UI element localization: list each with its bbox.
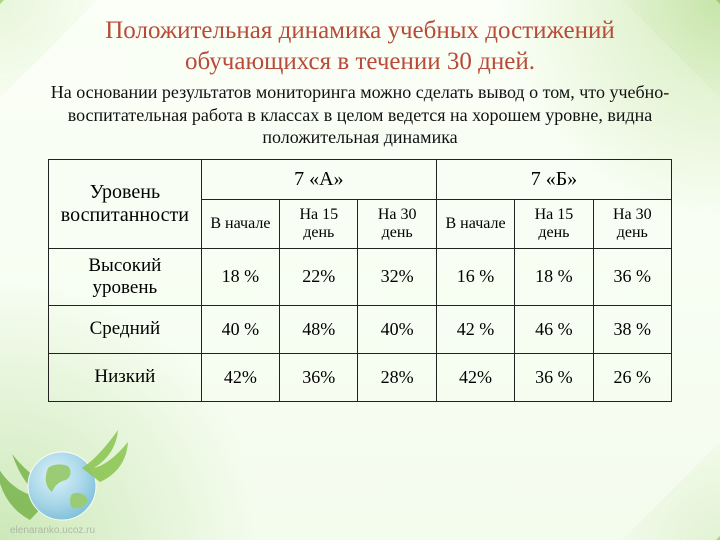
cell: 36 %: [593, 248, 671, 305]
cell: 38 %: [593, 305, 671, 353]
row-header: Уровень воспитанности: [49, 159, 202, 248]
cell: 46 %: [515, 305, 593, 353]
cell: 26 %: [593, 353, 671, 401]
cell: 40%: [358, 305, 436, 353]
table-row: Низкий 42% 36% 28% 42% 36 % 26 %: [49, 353, 672, 401]
subcol-b-0: В начале: [436, 199, 514, 248]
subcol-a-2: На 30 день: [358, 199, 436, 248]
cell: 36%: [280, 353, 358, 401]
cell: 18 %: [515, 248, 593, 305]
slide-title: Положительная динамика учебных достижени…: [48, 16, 672, 77]
cell: 40 %: [201, 305, 279, 353]
cell: 32%: [358, 248, 436, 305]
watermark-text: elenaranko.ucoz.ru: [10, 525, 95, 536]
slide-subtitle: На основании результатов мониторинга мож…: [48, 81, 672, 149]
subcol-b-2: На 30 день: [593, 199, 671, 248]
cell: 18 %: [201, 248, 279, 305]
cell: 42 %: [436, 305, 514, 353]
cell: 42%: [201, 353, 279, 401]
cell: 22%: [280, 248, 358, 305]
subcol-a-0: В начале: [201, 199, 279, 248]
subcol-b-1: На 15 день: [515, 199, 593, 248]
cell: 48%: [280, 305, 358, 353]
cell: 36 %: [515, 353, 593, 401]
row-label: Высокий уровень: [49, 248, 202, 305]
cell: 16 %: [436, 248, 514, 305]
row-label: Низкий: [49, 353, 202, 401]
group-header-a: 7 «А»: [201, 159, 436, 199]
table-row: Средний 40 % 48% 40% 42 % 46 % 38 %: [49, 305, 672, 353]
results-table: Уровень воспитанности 7 «А» 7 «Б» В нача…: [48, 159, 672, 402]
cell: 28%: [358, 353, 436, 401]
cell: 42%: [436, 353, 514, 401]
row-label: Средний: [49, 305, 202, 353]
subcol-a-1: На 15 день: [280, 199, 358, 248]
table-row: Высокий уровень 18 % 22% 32% 16 % 18 % 3…: [49, 248, 672, 305]
group-header-b: 7 «Б»: [436, 159, 671, 199]
